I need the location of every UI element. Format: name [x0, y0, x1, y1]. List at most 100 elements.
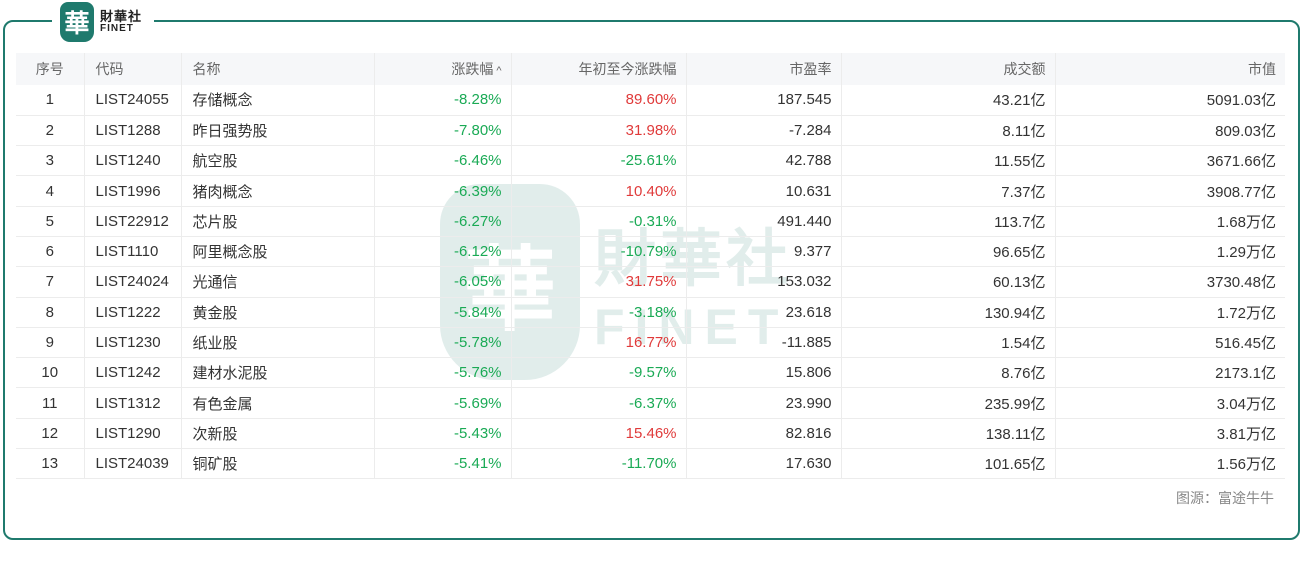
logo-cn: 財華社 [100, 8, 143, 24]
table-row[interactable]: 3 LIST1240 航空股 -6.46% -25.61% 42.788 11.55亿 367… [16, 145, 1285, 177]
header-pe[interactable]: 市盈率 [686, 53, 842, 85]
finet-seal-icon: 華 [60, 2, 94, 42]
cell-ytd: -10.79% [511, 236, 687, 268]
cell-ytd: 31.98% [511, 115, 687, 147]
cell-code: LIST1288 [84, 115, 182, 147]
cell-cap: 3671.66亿 [1055, 145, 1285, 177]
cell-idx: 2 [16, 115, 85, 147]
cell-name: 昨日强势股 [181, 115, 375, 147]
cell-code: LIST1230 [84, 327, 182, 359]
cell-turnover: 113.7亿 [841, 206, 1056, 237]
cell-ytd: 89.60% [511, 85, 687, 116]
cell-idx: 8 [16, 297, 85, 328]
cell-idx: 13 [16, 448, 85, 480]
cell-idx: 11 [16, 387, 85, 419]
cell-name: 黄金股 [181, 297, 375, 328]
cell-cap: 3908.77亿 [1055, 175, 1285, 207]
table-row[interactable]: 2 LIST1288 昨日强势股 -7.80% 31.98% -7.284 8.11亿 809… [16, 115, 1285, 147]
cell-name: 阿里概念股 [181, 236, 375, 268]
cell-turnover: 60.13亿 [841, 266, 1056, 298]
cell-idx: 6 [16, 236, 85, 268]
cell-name: 有色金属 [181, 387, 375, 419]
cell-pe: 491.440 [686, 206, 842, 237]
table-row[interactable]: 8 LIST1222 黄金股 -5.84% -3.18% 23.618 130.94亿 1.7… [16, 297, 1285, 328]
cell-code: LIST1290 [84, 418, 182, 450]
cell-pe: 23.618 [686, 297, 842, 328]
cell-cap: 1.29万亿 [1055, 236, 1285, 268]
header-cap[interactable]: 市值 [1055, 53, 1285, 85]
cell-change: -6.27% [374, 206, 512, 237]
cell-turnover: 96.65亿 [841, 236, 1056, 268]
cell-code: LIST1312 [84, 387, 182, 419]
cell-turnover: 8.76亿 [841, 357, 1056, 389]
cell-change: -6.12% [374, 236, 512, 268]
cell-pe: -7.284 [686, 115, 842, 147]
table-row[interactable]: 12 LIST1290 次新股 -5.43% 15.46% 82.816 138.11亿 3.… [16, 418, 1285, 450]
cell-idx: 10 [16, 357, 85, 389]
sort-asc-icon[interactable]: ^ [496, 65, 502, 77]
cell-change: -6.46% [374, 145, 512, 177]
cell-turnover: 7.37亿 [841, 175, 1056, 207]
table-row[interactable]: 13 LIST24039 铜矿股 -5.41% -11.70% 17.630 101.65亿… [16, 448, 1285, 480]
cell-change: -5.41% [374, 448, 512, 480]
cell-name: 次新股 [181, 418, 375, 450]
header-idx[interactable]: 序号 [16, 53, 85, 85]
cell-change: -7.80% [374, 115, 512, 147]
cell-cap: 3.81万亿 [1055, 418, 1285, 450]
cell-turnover: 138.11亿 [841, 418, 1056, 450]
cell-idx: 5 [16, 206, 85, 237]
table-row[interactable]: 10 LIST1242 建材水泥股 -5.76% -9.57% 15.806 8.76亿 21… [16, 357, 1285, 389]
table-row[interactable]: 9 LIST1230 纸业股 -5.78% 16.77% -11.885 1.54亿 516.… [16, 327, 1285, 359]
cell-code: LIST24024 [84, 266, 182, 298]
cell-cap: 1.56万亿 [1055, 448, 1285, 480]
table-row[interactable]: 4 LIST1996 猪肉概念 -6.39% 10.40% 10.631 7.37亿 3908… [16, 175, 1285, 207]
table-row[interactable]: 11 LIST1312 有色金属 -5.69% -6.37% 23.990 235.99亿 3… [16, 387, 1285, 419]
cell-code: LIST1996 [84, 175, 182, 207]
table-row[interactable]: 1 LIST24055 存储概念 -8.28% 89.60% 187.545 43.21亿 5… [16, 85, 1285, 116]
cell-cap: 3.04万亿 [1055, 387, 1285, 419]
table-row[interactable]: 7 LIST24024 光通信 -6.05% 31.75% 153.032 60.13亿 37… [16, 266, 1285, 298]
cell-turnover: 101.65亿 [841, 448, 1056, 480]
table-row[interactable]: 6 LIST1110 阿里概念股 -6.12% -10.79% 9.377 96.65亿 1.… [16, 236, 1285, 268]
cell-change: -5.43% [374, 418, 512, 450]
cell-turnover: 11.55亿 [841, 145, 1056, 177]
header-ytd[interactable]: 年初至今涨跌幅 [511, 53, 687, 85]
cell-turnover: 8.11亿 [841, 115, 1056, 147]
cell-pe: 9.377 [686, 236, 842, 268]
cell-ytd: 10.40% [511, 175, 687, 207]
cell-cap: 2173.1亿 [1055, 357, 1285, 389]
cell-idx: 7 [16, 266, 85, 298]
cell-ytd: -9.57% [511, 357, 687, 389]
cell-pe: 82.816 [686, 418, 842, 450]
cell-code: LIST24055 [84, 85, 182, 116]
table-header-row: 序号 代码 名称 涨跌幅 ^ 年初至今涨跌幅 市盈率 成交额 市值 [16, 53, 1285, 85]
cell-pe: 187.545 [686, 85, 842, 116]
cell-code: LIST1242 [84, 357, 182, 389]
cell-idx: 9 [16, 327, 85, 359]
cell-change: -8.28% [374, 85, 512, 116]
cell-change: -6.05% [374, 266, 512, 298]
source-caption: 图源：富途牛牛 [1176, 490, 1274, 506]
cell-change: -5.76% [374, 357, 512, 389]
cell-pe: 17.630 [686, 448, 842, 480]
cell-name: 铜矿股 [181, 448, 375, 480]
cell-turnover: 43.21亿 [841, 85, 1056, 116]
table-row[interactable]: 5 LIST22912 芯片股 -6.27% -0.31% 491.440 113.7亿 1.… [16, 206, 1285, 237]
cell-name: 航空股 [181, 145, 375, 177]
finet-logo: 華 財華社 FINET [52, 0, 155, 44]
cell-pe: -11.885 [686, 327, 842, 359]
cell-ytd: 15.46% [511, 418, 687, 450]
cell-pe: 42.788 [686, 145, 842, 177]
header-name[interactable]: 名称 [181, 53, 375, 85]
header-code[interactable]: 代码 [84, 53, 182, 85]
logo-en: FINET [100, 22, 134, 34]
cell-turnover: 1.54亿 [841, 327, 1056, 359]
header-turnover[interactable]: 成交额 [841, 53, 1056, 85]
cell-idx: 4 [16, 175, 85, 207]
cell-cap: 3730.48亿 [1055, 266, 1285, 298]
cell-code: LIST1110 [84, 236, 182, 268]
cell-ytd: -11.70% [511, 448, 687, 480]
cell-cap: 5091.03亿 [1055, 85, 1285, 116]
header-change[interactable]: 涨跌幅 ^ [374, 53, 512, 85]
cell-pe: 10.631 [686, 175, 842, 207]
